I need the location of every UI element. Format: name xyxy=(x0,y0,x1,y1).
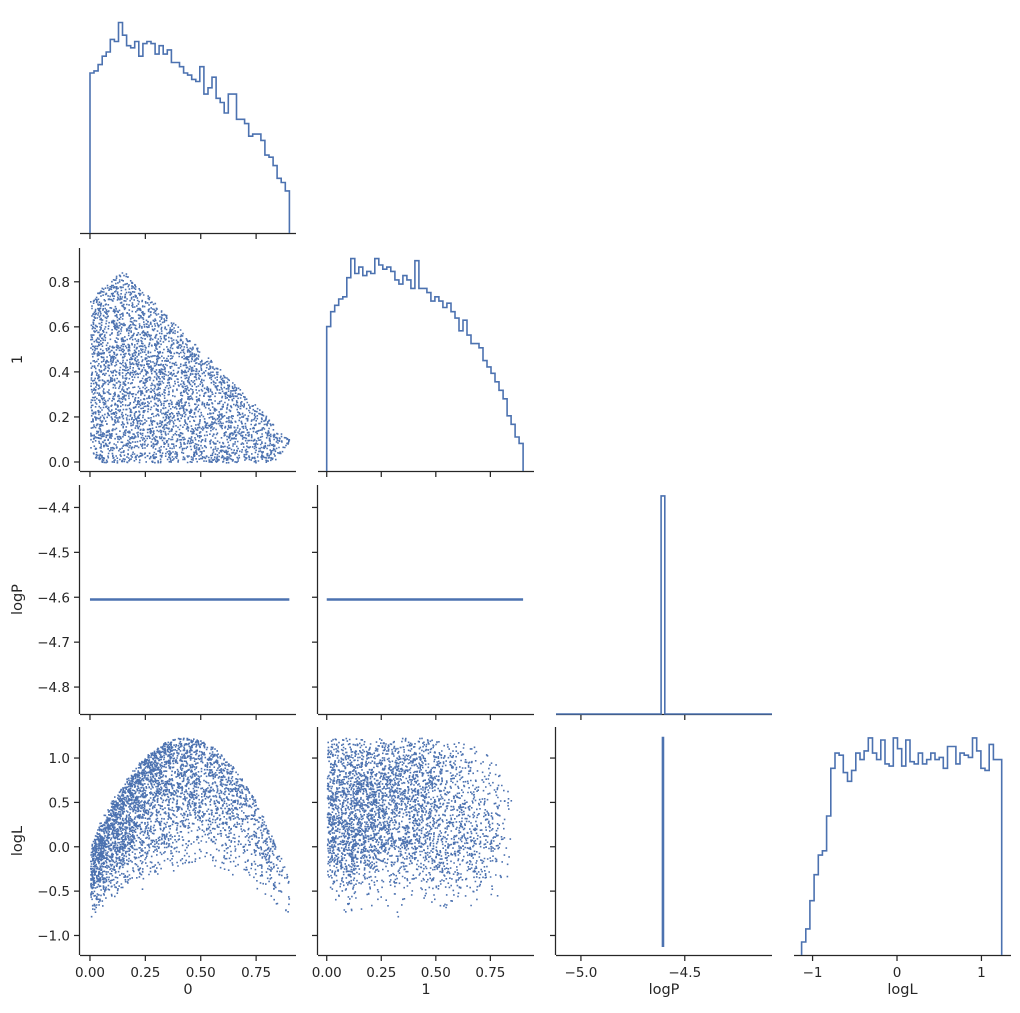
panel-0-vs-0 xyxy=(80,21,296,239)
panel-0-vs-logP: −4.4 −4.5 −4.6 −4.7 −4.8 logP xyxy=(10,485,296,720)
scatter-points-logL-vs-1 xyxy=(326,737,513,918)
panel-logP-vs-logP xyxy=(556,495,772,720)
histogram-logL xyxy=(800,737,1003,955)
y-tick-label: −4.6 xyxy=(37,590,70,606)
histogram-logP xyxy=(556,495,772,715)
scatter-points-1-vs-0 xyxy=(90,272,291,464)
x-tick-label: 0.25 xyxy=(366,965,396,981)
y-tick-label: 0.6 xyxy=(49,320,70,336)
y-tick-label: −1.0 xyxy=(37,928,70,944)
x-tick-label: 0.50 xyxy=(186,965,216,981)
y-tick-label: −0.5 xyxy=(37,884,70,900)
y-tick-label: 1.0 xyxy=(49,751,70,767)
x-tick-label: 0.00 xyxy=(75,965,105,981)
x-tick-label: 1 xyxy=(977,965,986,981)
histogram-1 xyxy=(325,257,524,471)
y-axis-label-logL: logL xyxy=(10,826,26,856)
x-axis-label-1: 1 xyxy=(421,982,430,998)
y-tick-label: 0.2 xyxy=(49,410,70,426)
x-tick-label: 0 xyxy=(893,965,902,981)
x-axis-label-logP: logP xyxy=(649,982,680,998)
y-tick-label: 0.8 xyxy=(49,275,70,291)
panel-logL-vs-logL: −1 0 1 logL xyxy=(794,737,1011,998)
panel-0-vs-logL: 0.00 0.25 0.50 0.75 0 −1.0 −0.5 0.0 0.5 1.0 logL xyxy=(10,727,296,998)
y-tick-label: −4.7 xyxy=(37,635,70,651)
panel-0-vs-1: 0.0 0.2 0.4 0.6 0.8 1 xyxy=(10,248,296,477)
y-axis-label-logP: logP xyxy=(10,584,26,615)
y-tick-label: 0.5 xyxy=(49,795,70,811)
panel-1-vs-logL: 0.00 0.25 0.50 0.75 1 xyxy=(312,727,534,998)
histogram-0 xyxy=(89,21,291,233)
x-axis-label-logL: logL xyxy=(887,982,917,998)
x-tick-label: 0.00 xyxy=(312,965,342,981)
x-tick-label: 0.75 xyxy=(475,965,505,981)
x-tick-label: 0.75 xyxy=(241,965,271,981)
x-tick-label: −1 xyxy=(803,965,823,981)
y-tick-label: −4.4 xyxy=(37,500,70,516)
y-tick-label: 0.4 xyxy=(49,365,70,381)
scatter-points-logL-vs-0 xyxy=(90,737,291,918)
y-tick-label: 0.0 xyxy=(49,455,70,471)
x-tick-label: −5.0 xyxy=(565,965,598,981)
x-tick-label: 0.50 xyxy=(421,965,451,981)
panel-1-vs-logP xyxy=(312,485,534,720)
x-tick-label: −4.5 xyxy=(668,965,701,981)
x-axis-label-0: 0 xyxy=(183,982,192,998)
y-axis-label-1: 1 xyxy=(10,355,26,364)
y-tick-label: 0.0 xyxy=(49,840,70,856)
y-tick-label: −4.5 xyxy=(37,545,70,561)
panel-1-vs-1 xyxy=(318,257,534,477)
y-tick-label: −4.8 xyxy=(37,680,70,696)
x-tick-label: 0.25 xyxy=(130,965,160,981)
